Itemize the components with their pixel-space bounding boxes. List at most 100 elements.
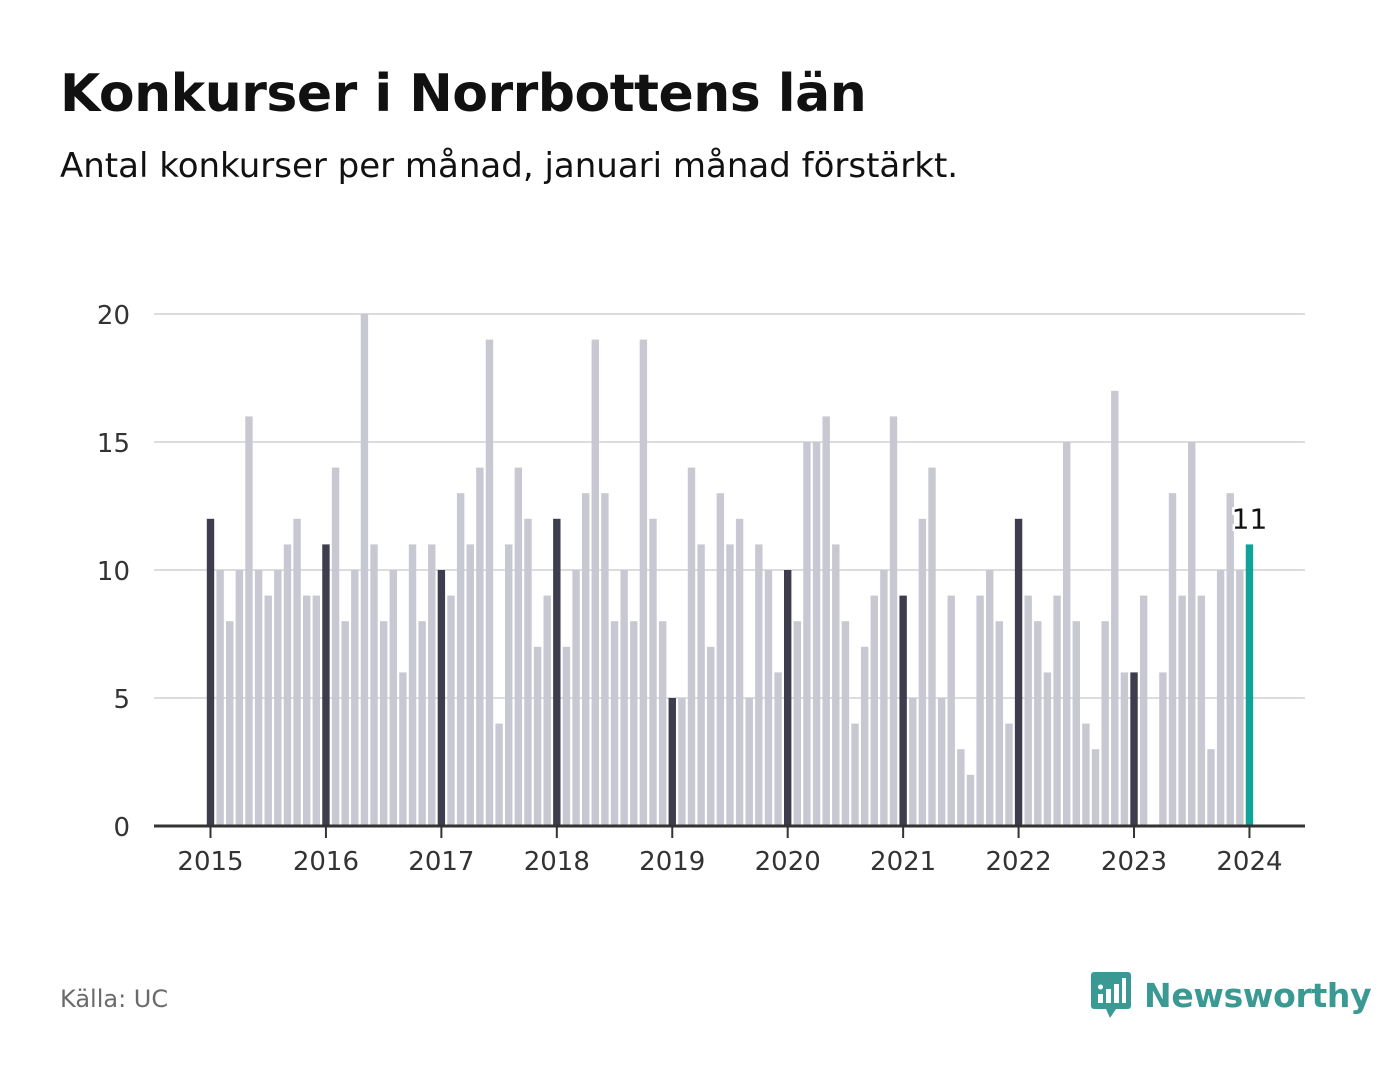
brand-logo[interactable]: Newsworthy bbox=[1090, 970, 1372, 1020]
x-tick-label: 2015 bbox=[177, 847, 243, 877]
bar bbox=[447, 595, 455, 826]
bar-january bbox=[899, 595, 907, 826]
bar bbox=[707, 646, 715, 826]
bar bbox=[264, 595, 272, 826]
chart-subtitle: Antal konkurser per månad, januari månad… bbox=[60, 146, 959, 186]
bar bbox=[860, 646, 869, 826]
bar bbox=[428, 544, 436, 826]
bar bbox=[485, 339, 494, 826]
y-tick-label: 5 bbox=[113, 685, 130, 715]
bar bbox=[216, 570, 224, 826]
bar bbox=[1159, 672, 1167, 826]
bar bbox=[937, 698, 946, 826]
bar-january bbox=[784, 570, 792, 826]
x-tick-label: 2020 bbox=[755, 847, 821, 877]
bar bbox=[1178, 595, 1186, 826]
bar bbox=[726, 544, 734, 826]
bar bbox=[1168, 493, 1177, 826]
bar-latest bbox=[1245, 544, 1254, 826]
bar bbox=[389, 570, 397, 826]
bar bbox=[1062, 442, 1071, 826]
bar bbox=[841, 621, 850, 826]
bar bbox=[957, 749, 965, 826]
bar bbox=[764, 570, 773, 826]
bar bbox=[822, 416, 830, 826]
bar bbox=[1024, 595, 1032, 826]
bar bbox=[716, 493, 725, 826]
bar bbox=[370, 544, 378, 826]
bar-january bbox=[206, 518, 215, 826]
bar bbox=[601, 493, 609, 826]
bar bbox=[543, 595, 551, 826]
bar bbox=[331, 467, 340, 826]
bar bbox=[832, 544, 840, 826]
bar bbox=[351, 570, 359, 826]
bar bbox=[687, 467, 696, 826]
bar bbox=[476, 467, 484, 826]
bar bbox=[755, 544, 763, 826]
bar bbox=[312, 595, 321, 826]
x-tick-label: 2016 bbox=[293, 847, 359, 877]
bar-chart-bubble-icon bbox=[1091, 972, 1131, 1018]
bar bbox=[418, 621, 426, 826]
brand-name: Newsworthy bbox=[1144, 975, 1372, 1015]
bar bbox=[986, 570, 994, 826]
bar bbox=[379, 621, 388, 826]
bar bbox=[1197, 595, 1206, 826]
bar bbox=[1101, 621, 1109, 826]
bar bbox=[1082, 723, 1090, 826]
bar bbox=[851, 723, 859, 826]
bar bbox=[803, 442, 811, 826]
bar bbox=[408, 544, 417, 826]
bar bbox=[226, 621, 234, 826]
bar bbox=[889, 416, 898, 826]
x-tick-label: 2018 bbox=[524, 847, 590, 877]
bar bbox=[966, 774, 975, 826]
bar bbox=[620, 570, 628, 826]
bar bbox=[293, 518, 301, 826]
bar bbox=[1091, 749, 1100, 826]
bar bbox=[1207, 749, 1215, 826]
bar bbox=[274, 570, 282, 826]
bar bbox=[928, 467, 936, 826]
bar bbox=[909, 698, 917, 826]
bar bbox=[697, 544, 705, 826]
bar bbox=[1053, 595, 1061, 826]
bar bbox=[514, 467, 523, 826]
bar bbox=[341, 621, 349, 826]
bar bbox=[235, 570, 244, 826]
bar bbox=[1188, 442, 1196, 826]
x-tick-label: 2023 bbox=[1101, 847, 1167, 877]
bar bbox=[254, 570, 263, 826]
bar bbox=[995, 621, 1004, 826]
source-note: Källa: UC bbox=[60, 985, 169, 1013]
x-tick-label: 2017 bbox=[408, 847, 474, 877]
bar-january bbox=[553, 518, 561, 826]
bar bbox=[505, 544, 513, 826]
bar bbox=[456, 493, 465, 826]
bar bbox=[1120, 672, 1129, 826]
bar bbox=[630, 621, 638, 826]
bar bbox=[581, 493, 590, 826]
bar bbox=[1111, 390, 1119, 826]
bar bbox=[1034, 621, 1042, 826]
bar-january bbox=[1014, 518, 1023, 826]
bar bbox=[245, 416, 253, 826]
bar bbox=[283, 544, 292, 826]
bar bbox=[1216, 570, 1225, 826]
bar bbox=[649, 518, 657, 826]
bar bbox=[360, 314, 369, 826]
y-tick-label: 10 bbox=[97, 557, 130, 587]
x-tick-label: 2024 bbox=[1216, 847, 1282, 877]
chart-title: Konkurser i Norrbottens län bbox=[60, 64, 867, 124]
bar bbox=[495, 723, 503, 826]
bar bbox=[976, 595, 984, 826]
bar bbox=[745, 698, 753, 826]
bar bbox=[1005, 723, 1013, 826]
bar-january bbox=[437, 570, 446, 826]
latest-value-label: 11 bbox=[1232, 502, 1268, 535]
x-tick-label: 2021 bbox=[870, 847, 936, 877]
bar bbox=[303, 595, 311, 826]
bar-january bbox=[1130, 672, 1138, 826]
bar bbox=[793, 621, 802, 826]
